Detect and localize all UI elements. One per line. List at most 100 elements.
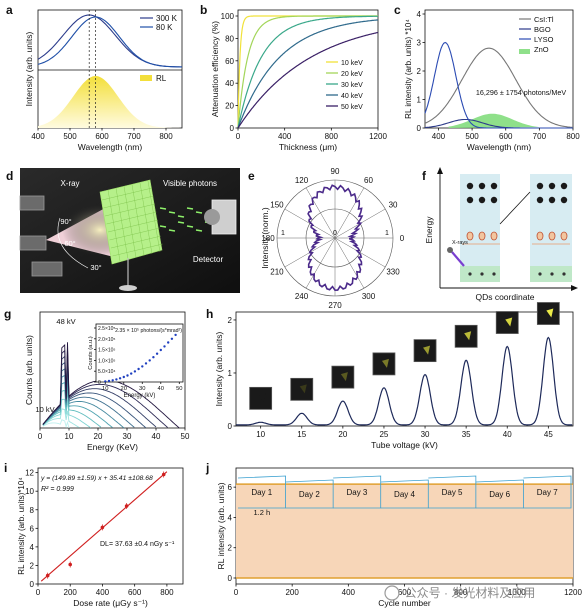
panel-h-ytick-label-2: 2 <box>228 316 233 325</box>
panel-c-legend-swatch-3 <box>519 49 530 54</box>
panel-j-sub-label: 1.2 h <box>253 508 270 517</box>
panel-b-legend-label-1: 20 keV <box>341 71 363 78</box>
panel-d-grid-v-5 <box>147 180 161 253</box>
panel-d-qd-board <box>99 179 163 265</box>
panel-c-annotation: 16,296 ± 1754 photons/MeV <box>476 88 566 97</box>
panel-b-legend-label-2: 30 keV <box>341 82 363 89</box>
panel-d-grid-h-3 <box>106 211 157 225</box>
panel-f-qd-2 <box>530 174 572 282</box>
panel-j-xtick-label-2: 400 <box>342 588 356 597</box>
panel-f-xray-arrow <box>451 251 465 267</box>
panel-d-label-detector: Detector <box>193 255 224 264</box>
panel-j-day-box-0 <box>237 475 286 509</box>
panel-d-source-3 <box>31 261 63 277</box>
panel-g-spectrum-7 <box>42 360 147 429</box>
panel-g-inset-xtick-label-2: 30 <box>139 386 145 392</box>
panel-c-ytick-label-1: 1 <box>417 96 422 105</box>
panel-g-inset-point <box>111 379 114 382</box>
panel-b-xtick-label-2: 800 <box>325 132 339 141</box>
panel-h-xtick-label-2: 20 <box>338 430 347 439</box>
panel-d-photon-3 <box>186 207 194 210</box>
panel-h-thumb-glow-5 <box>464 331 472 341</box>
panel-g-spectrum-2 <box>42 398 92 429</box>
panel-f: f Energy QDs coordinate X-rays <box>422 167 578 302</box>
panel-j-day-box-3 <box>380 479 429 509</box>
panel-g-xlabel: Energy (KeV) <box>87 442 138 452</box>
panel-i-ytick-label-3: 6 <box>30 524 35 533</box>
panel-letter-c: c <box>394 3 401 17</box>
panel-d-grid-h-2 <box>104 203 156 217</box>
panel-e-angle-9: 180 <box>261 234 275 243</box>
panel-g-inset-point <box>163 345 166 348</box>
panel-letter-h: h <box>206 307 213 321</box>
panel-e-spoke-150 <box>284 208 336 239</box>
panel-g-spectrum-5 <box>42 373 125 429</box>
panel-g-xtick-label-2: 20 <box>94 432 103 441</box>
panel-c-ytick-label-0: 0 <box>417 124 422 133</box>
panel-e-angle-10: 150 <box>270 201 284 210</box>
panel-h-ytick-label-1: 1 <box>228 369 233 378</box>
panel-g-inset-xtick-label-1: 20 <box>121 386 127 392</box>
panel-h-thumb-glow-2 <box>340 372 348 382</box>
panel-j-ytick-label-0: 0 <box>228 574 233 583</box>
panel-b-curve-4 <box>237 31 379 129</box>
panel-a: a 300 K80 K RL 400 500 600 700 800 Wavelength (n… <box>6 3 183 152</box>
panel-e-rtick-2: 1 <box>385 230 389 237</box>
panel-e-angle-2: 30 <box>389 201 398 210</box>
panel-j-xlabel: Cycle number <box>378 598 431 608</box>
panel-g-inset-point <box>152 356 155 359</box>
panel-h-thumb-glow-4 <box>423 345 431 355</box>
panel-j-day-label-0: Day 1 <box>251 488 272 497</box>
panel-e-spoke-330 <box>334 237 386 268</box>
panel-i-fit-line <box>40 471 168 582</box>
panel-a-legend-label-0: 300 K <box>156 14 178 23</box>
panel-f-state-0-1 <box>478 231 486 241</box>
panel-i-xtick-label-1: 200 <box>64 588 78 597</box>
panel-b-curve-1 <box>237 15 378 129</box>
panel-d-grid-h-5 <box>109 227 160 241</box>
panel-c-ytick-label-3: 3 <box>417 39 422 48</box>
panel-f-hole-1-0 <box>538 272 542 276</box>
panel-e-angle-11: 120 <box>295 176 309 185</box>
panel-f-connector <box>499 191 531 225</box>
panel-a-ylabel: Intensity (arb. units) <box>24 32 34 107</box>
panel-c-legend-label-0: CsI:Tl <box>534 15 554 24</box>
panel-b-ytick-label-1: 20 <box>225 102 234 111</box>
panel-f-ylabel: Energy <box>424 216 434 244</box>
panel-h-thumb-6 <box>495 311 519 334</box>
panel-f-electron-top-1-2 <box>560 182 568 190</box>
panel-b-ytick-label-5: 100 <box>221 12 235 21</box>
watermark-text: 公众号 · 发光材料及应用 <box>405 585 536 600</box>
panel-h-thumb-3 <box>372 352 396 376</box>
panel-d-photon-4 <box>195 211 203 214</box>
panel-h: h 10 15 20 25 30 35 40 45 0 1 2 Tube voltage (kV) Int… <box>206 302 574 450</box>
panel-h-ytick-label-0: 0 <box>228 422 233 431</box>
panel-f-electron-mid-1-1 <box>548 196 556 204</box>
panel-a-xtick-label-0: 400 <box>31 132 45 141</box>
panel-c-xlabel: Wavelength (nm) <box>467 142 532 152</box>
panel-g-inset-xlabel: Energy (kV) <box>124 393 156 399</box>
panel-c-xtick-label-1: 500 <box>465 132 479 141</box>
panel-f-coord-arrow <box>571 285 578 291</box>
panel-g-inset-point <box>155 352 159 355</box>
panel-e-spoke-240 <box>305 237 336 289</box>
panel-f-electron-mid-1-0 <box>536 196 544 204</box>
panel-h-thumb-5 <box>454 324 478 348</box>
panel-g-inset-point <box>148 359 151 362</box>
panel-g-inset-point <box>133 370 137 373</box>
panel-letter-f: f <box>422 169 427 183</box>
panel-c-ylabel: RL intensity (arb. units) *10⁴ <box>404 19 413 119</box>
panel-a-xtick-label-3: 700 <box>127 132 141 141</box>
panel-c-xtick-label-0: 400 <box>432 132 446 141</box>
panel-g-inset-point <box>144 362 148 365</box>
panel-e-angle-3: 0 <box>400 234 405 243</box>
panel-b-xtick-label-3: 1200 <box>369 132 387 141</box>
panel-c-legend-label-1: BGO <box>534 25 551 34</box>
panel-a-legend-label-1: 80 K <box>156 23 173 32</box>
panel-c-curve-0 <box>424 47 574 128</box>
panel-f-qd-1 <box>460 174 500 282</box>
panel-g-xtick-label-3: 30 <box>123 432 132 441</box>
panel-d-photon-11 <box>195 229 203 232</box>
